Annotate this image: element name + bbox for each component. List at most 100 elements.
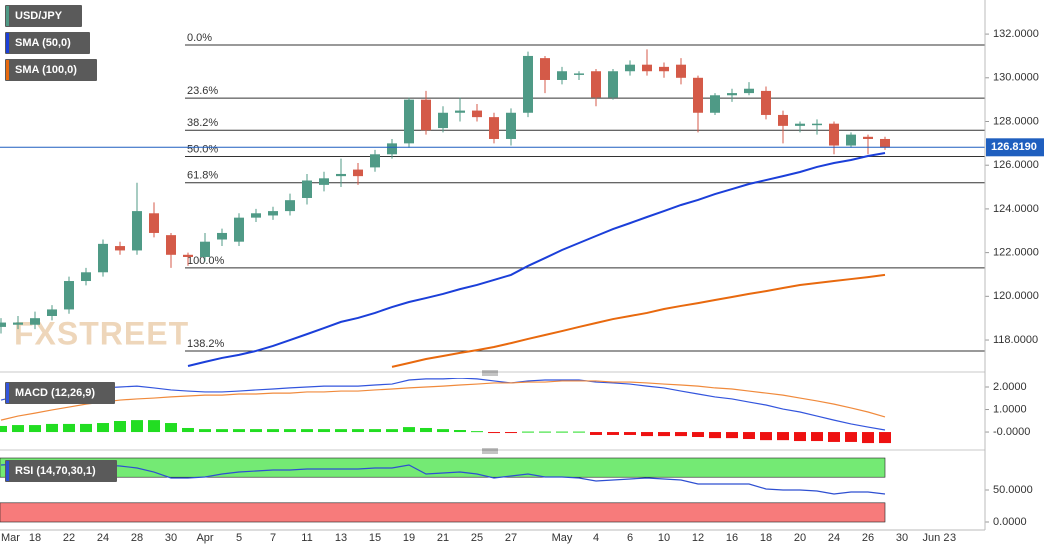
y-tick-label: 50.0000	[993, 484, 1033, 496]
fib-label: 50.0%	[187, 143, 218, 155]
candle-body	[523, 55, 533, 113]
histogram-bar	[709, 432, 721, 439]
fib-label: 100.0%	[187, 255, 225, 267]
histogram-bar	[437, 429, 449, 433]
candle-body	[574, 73, 584, 75]
fib-label: 23.6%	[187, 85, 218, 97]
legend-item[interactable]: USD/JPY	[5, 5, 82, 27]
histogram-bar	[131, 420, 143, 433]
legend-label: RSI (14,70,30,1)	[15, 465, 96, 477]
histogram-bar	[420, 427, 432, 433]
histogram-bar	[267, 429, 279, 433]
histogram-bar	[488, 432, 500, 434]
fib-label: 38.2%	[187, 117, 218, 129]
x-tick-label: 30	[896, 532, 908, 544]
candle-body	[200, 241, 210, 257]
x-tick-label: 4	[593, 532, 599, 544]
candle-body	[64, 281, 74, 310]
histogram-bar	[505, 432, 517, 434]
candle-body	[217, 232, 227, 240]
candle-body	[455, 110, 465, 113]
histogram-bar	[777, 432, 789, 441]
candle-body	[659, 66, 669, 72]
fib-label: 138.2%	[187, 338, 225, 350]
legend-box	[5, 32, 90, 54]
x-tick-label: 27	[505, 532, 517, 544]
last-price-box	[986, 138, 1044, 157]
x-tick-label: 28	[131, 532, 143, 544]
rsi-panel	[0, 457, 886, 523]
legend-item[interactable]: SMA (100,0)	[5, 59, 97, 81]
histogram-bar	[148, 420, 160, 433]
candle-body	[251, 213, 261, 218]
candle-body	[234, 217, 244, 242]
candle-body	[489, 117, 499, 139]
histogram-bar	[743, 432, 755, 440]
x-tick-label: 18	[29, 532, 41, 544]
candle-body	[404, 99, 414, 144]
candle-body	[795, 123, 805, 126]
rsi-band	[0, 457, 886, 478]
watermark: FXSTREET	[14, 315, 189, 351]
histogram-bar	[29, 425, 41, 433]
x-tick-label: 3	[950, 532, 956, 544]
histogram-bar	[63, 423, 75, 433]
histogram-bar	[301, 429, 313, 433]
candle-body	[761, 90, 771, 115]
candle-body	[353, 169, 363, 177]
candle-body	[370, 154, 380, 168]
x-tick-label: May	[552, 532, 573, 544]
resize-handle[interactable]	[482, 370, 498, 376]
histogram-bar	[522, 431, 534, 433]
macd-panel	[0, 378, 891, 444]
histogram-bar	[216, 429, 228, 433]
x-tick-label: 24	[828, 532, 840, 544]
y-tick-label: 120.0000	[993, 290, 1039, 302]
legend-item[interactable]: RSI (14,70,30,1)	[5, 460, 117, 482]
rsi-band	[0, 502, 886, 523]
y-tick-label: 0.0000	[993, 516, 1027, 528]
legend-label: SMA (100,0)	[15, 64, 77, 76]
candle-body	[778, 114, 788, 126]
histogram-bar	[284, 429, 296, 433]
histogram-bar	[471, 431, 483, 433]
x-tick-label: Apr	[196, 532, 213, 544]
candle-body	[880, 138, 890, 148]
candle-body	[30, 318, 40, 325]
histogram-bar	[80, 423, 92, 433]
histogram-bar	[165, 423, 177, 433]
x-tick-label: 25	[471, 532, 483, 544]
y-tick-label: 118.0000	[993, 334, 1038, 346]
x-tick-label: 5	[236, 532, 242, 544]
legend-item[interactable]: SMA (50,0)	[5, 32, 90, 54]
y-tick-label: 1.0000	[993, 403, 1027, 415]
histogram-bar	[879, 432, 891, 444]
histogram-bar	[658, 432, 670, 437]
histogram-bar	[454, 430, 466, 433]
histogram-bar	[845, 432, 857, 442]
resize-handle[interactable]	[482, 448, 498, 454]
y-tick-label: 124.0000	[993, 203, 1039, 215]
histogram-bar	[318, 429, 330, 433]
legend-item[interactable]: MACD (12,26,9)	[5, 382, 115, 404]
candle-body	[149, 213, 159, 233]
legend-label: MACD (12,26,9)	[15, 387, 95, 399]
histogram-bar	[760, 432, 772, 441]
histogram-bar	[182, 427, 194, 433]
legend-label: USD/JPY	[15, 10, 63, 22]
x-tick-label: 10	[658, 532, 670, 544]
legend-swatch	[6, 383, 9, 403]
x-tick-label: 30	[165, 532, 177, 544]
histogram-bar	[114, 421, 126, 433]
histogram-bar	[352, 429, 364, 433]
candle-body	[438, 112, 448, 129]
candle-body	[421, 99, 431, 131]
overlay: 118.0000120.0000122.0000124.0000126.0000…	[0, 5, 1044, 544]
histogram-bar	[794, 432, 806, 442]
histogram-bar	[726, 432, 738, 439]
candle-body	[676, 64, 686, 78]
histogram-bar	[0, 425, 7, 433]
y-tick-label: 130.0000	[993, 72, 1039, 84]
y-tick-label: 126.0000	[993, 159, 1039, 171]
